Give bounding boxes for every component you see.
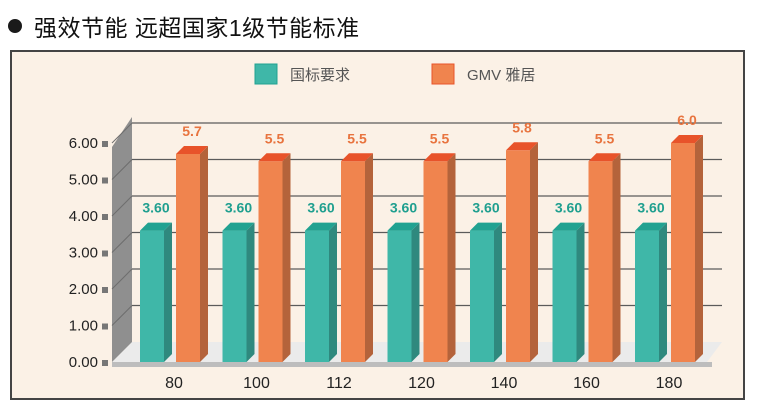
bar <box>341 161 365 362</box>
x-tick-label: 120 <box>408 375 435 392</box>
chart-heading: 强效节能 远超国家1级节能标准 <box>8 8 360 44</box>
y-tick-label: 3.00 <box>69 245 98 262</box>
heading-text: 强效节能 远超国家1级节能标准 <box>34 15 360 41</box>
bar-top <box>552 222 585 231</box>
bar <box>140 230 164 362</box>
data-label: 5.5 <box>347 130 367 146</box>
legend-swatch <box>431 63 455 85</box>
bar-side <box>411 222 420 362</box>
y-tick-mark <box>102 177 108 184</box>
x-tick-label: 140 <box>491 375 518 392</box>
bar <box>305 230 329 362</box>
x-tick-label: 160 <box>573 375 600 392</box>
data-label: 3.60 <box>142 200 169 216</box>
bar <box>470 230 494 362</box>
gridline-slant <box>111 268 133 290</box>
x-tick-label: 112 <box>326 375 352 392</box>
y-tick-mark <box>102 287 108 293</box>
x-axis-base <box>112 362 712 367</box>
bar-side <box>447 153 456 362</box>
gridline-slant <box>111 159 133 180</box>
y-tick-mark <box>102 214 108 220</box>
y-tick-mark <box>102 360 108 366</box>
bar <box>387 230 412 362</box>
bar-side <box>695 135 703 362</box>
bar-top <box>222 222 255 231</box>
y-tick-label: 0.00 <box>69 354 98 371</box>
y-tick-mark <box>102 250 108 257</box>
bar-top <box>258 153 291 162</box>
bar-side <box>365 153 373 362</box>
data-label: 5.5 <box>595 130 615 146</box>
bar-top <box>176 145 208 154</box>
bar-top <box>341 153 373 162</box>
bar-side <box>246 222 255 362</box>
bar-side <box>659 222 667 362</box>
legend-label: GMV 雅居 <box>467 67 535 84</box>
bar <box>671 143 695 362</box>
y-tick-mark <box>102 141 108 147</box>
bar <box>176 153 200 362</box>
bar-side <box>164 222 172 362</box>
data-label: 5.7 <box>182 123 202 139</box>
data-label: 3.60 <box>637 200 664 216</box>
bar-top <box>423 153 456 162</box>
bar <box>222 230 247 362</box>
data-label: 6.0 <box>677 112 697 128</box>
y-tick-label: 6.00 <box>69 135 98 152</box>
data-label: 3.60 <box>555 200 582 216</box>
bar <box>423 161 448 362</box>
bullet-dot-icon <box>8 19 22 33</box>
bar-top <box>671 135 703 143</box>
bar <box>588 161 613 362</box>
data-label: 3.60 <box>307 200 334 216</box>
bar <box>258 161 283 362</box>
y-tick-label: 4.00 <box>69 208 98 225</box>
y-tick-label: 1.00 <box>69 318 98 335</box>
bar-top <box>588 153 621 162</box>
gridline-slant <box>111 232 133 253</box>
chart-frame <box>10 50 745 400</box>
data-label: 5.5 <box>265 130 285 146</box>
bar-top <box>305 222 337 231</box>
x-tick-label: 100 <box>243 375 270 392</box>
bar-side <box>282 153 291 362</box>
bar-side <box>612 153 621 362</box>
data-label: 3.60 <box>225 200 252 216</box>
gridline-slant <box>111 195 133 217</box>
bar-side <box>530 142 538 362</box>
bar <box>635 230 659 362</box>
data-label: 5.5 <box>430 130 450 146</box>
gridline-slant <box>111 305 133 326</box>
legend-label: 国标要求 <box>290 67 350 84</box>
data-label: 3.60 <box>390 200 417 216</box>
data-label: 3.60 <box>472 200 499 216</box>
gridline-slant <box>111 122 133 144</box>
y-tick-label: 2.00 <box>69 281 98 298</box>
chart-side-wall <box>112 117 132 362</box>
legend-swatch <box>254 63 278 85</box>
x-tick-label: 80 <box>165 375 183 392</box>
bar-top <box>635 222 667 231</box>
bar-side <box>494 222 502 362</box>
data-label: 5.8 <box>512 119 532 135</box>
bar-side <box>576 222 585 362</box>
bar <box>552 230 577 362</box>
x-tick-label: 180 <box>656 375 683 392</box>
bar-side <box>200 145 208 362</box>
bar-top <box>387 222 420 231</box>
bar-top <box>140 222 172 231</box>
bar-top <box>470 222 502 231</box>
bar-side <box>329 222 337 362</box>
y-tick-label: 5.00 <box>69 172 98 189</box>
bar <box>506 150 530 362</box>
bar-top <box>506 142 538 151</box>
y-tick-mark <box>102 323 108 330</box>
